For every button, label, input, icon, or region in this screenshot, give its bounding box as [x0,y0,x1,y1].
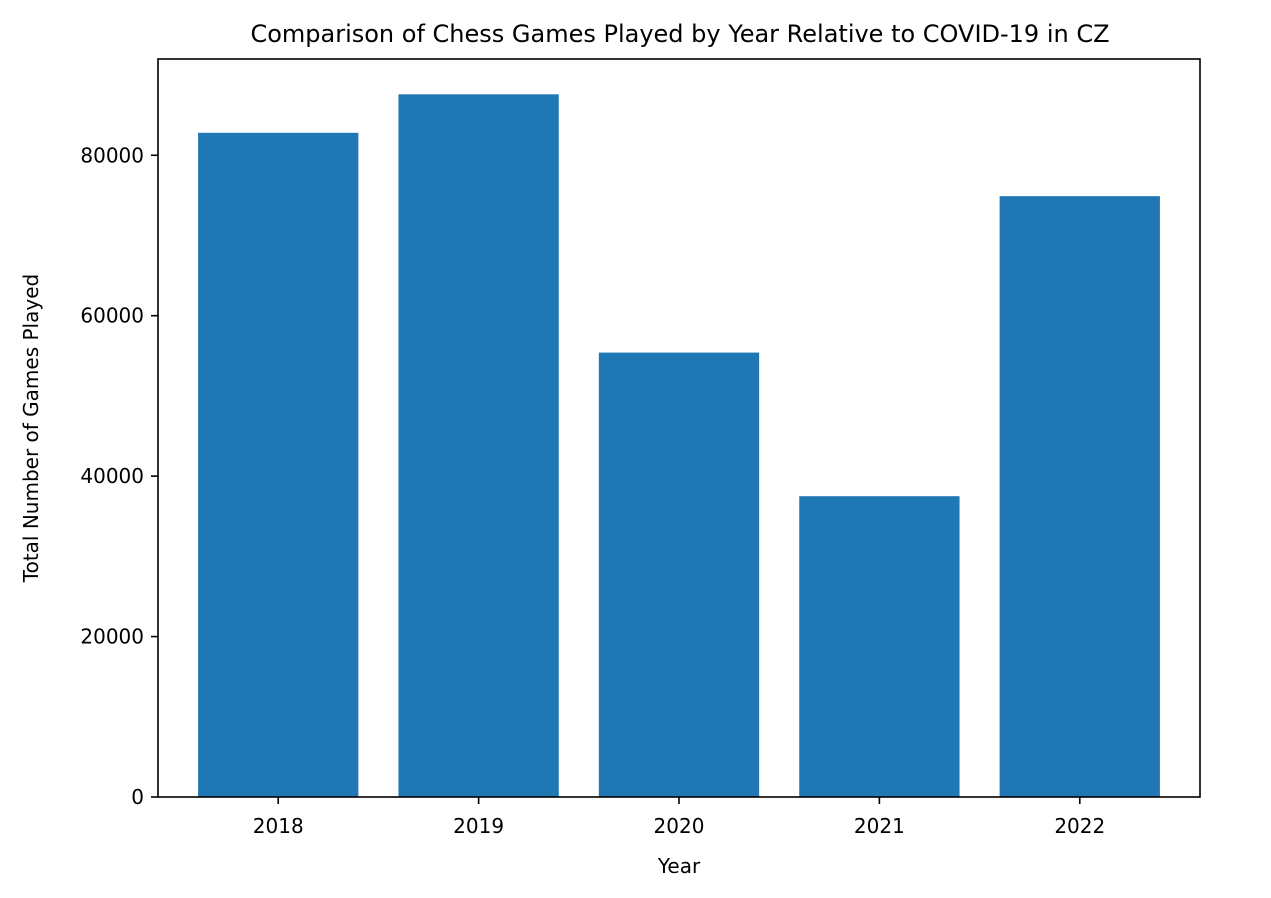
bar-2021 [799,496,960,797]
y-tick-label-20000: 20000 [80,625,144,649]
y-tick-label-0: 0 [131,785,144,809]
x-tick-label-2018: 2018 [253,814,304,838]
y-tick-label-60000: 60000 [80,304,144,328]
x-tick-label-2022: 2022 [1054,814,1105,838]
chart-title: Comparison of Chess Games Played by Year… [250,20,1109,48]
y-tick-label-40000: 40000 [80,464,144,488]
bar-2022 [999,196,1160,797]
x-axis: 2018 2019 2020 2021 2022 [253,797,1105,838]
y-tick-label-80000: 80000 [80,143,144,167]
x-tick-label-2019: 2019 [453,814,504,838]
bar-2018 [198,132,359,798]
x-axis-label: Year [657,854,701,878]
y-axis-label: Total Number of Games Played [19,274,43,583]
bars-layer [198,94,1160,798]
x-tick-label-2021: 2021 [854,814,905,838]
bar-2019 [398,94,559,797]
y-axis: 0 20000 40000 60000 80000 [80,143,158,809]
bar-2020 [598,352,760,797]
x-tick-label-2020: 2020 [654,814,705,838]
